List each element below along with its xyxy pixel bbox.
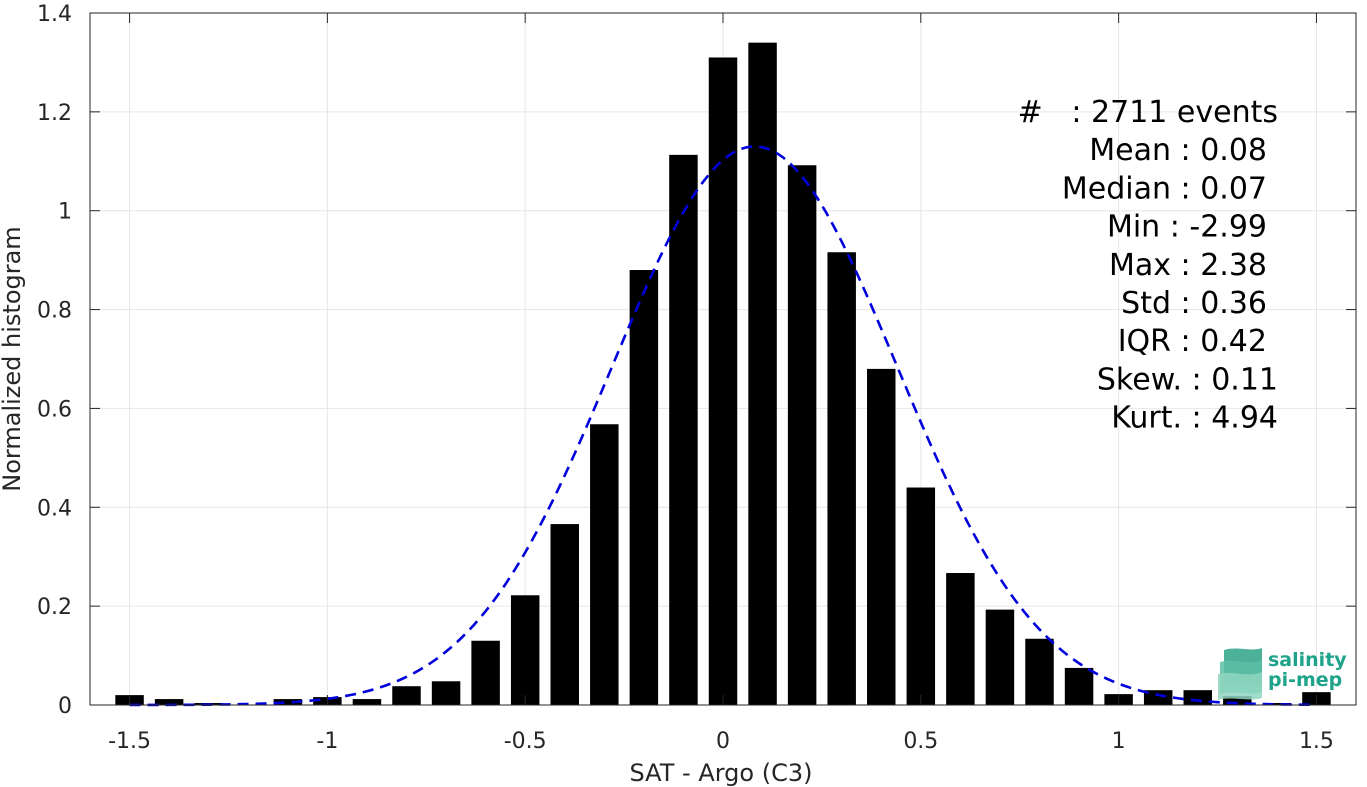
y-tick-label-6: 1.2 [37,101,72,126]
y-tick-label-4: 0.8 [37,299,72,324]
stat-line-6: IQR : 0.42 [1118,324,1267,359]
y-tick-labels: 0 0.2 0.4 0.6 0.8 1 1.2 1.4 [37,2,72,719]
stat-line-3: Min : -2.99 [1107,210,1267,245]
y-axis-label: Normalized histogram [0,226,26,491]
histogram-bar-29 [1262,703,1292,705]
histogram-bar-26 [1143,690,1173,705]
histogram-bar-9 [471,640,500,705]
y-tick-label-1: 0.2 [37,595,72,620]
histogram-bar-15 [708,57,738,705]
histogram-bar-10 [510,595,540,705]
stat-line-4: Max : 2.38 [1109,248,1267,283]
histogram-bar-19 [867,368,896,705]
histogram-bar-18 [827,252,856,705]
y-tick-label-2: 0.4 [37,496,72,521]
y-tick-label-0: 0 [58,694,72,719]
histogram-bar-17 [787,165,817,706]
histogram-bar-14 [669,154,698,706]
histogram-bar-13 [629,270,659,705]
x-tick-labels: -1.5 -1 -0.5 0 0.5 1 1.5 [108,729,1334,754]
histogram-bar-12 [590,424,619,705]
salinity-pi-mep-logo: salinity pi-mep [1218,648,1347,700]
stat-line-1: Mean : 0.08 [1089,133,1267,168]
x-tick-label-1: -1 [316,729,338,754]
histogram-bar-20 [906,487,936,705]
histogram-bar-11 [550,524,579,705]
histogram-bar-23 [1025,638,1054,705]
logo-text-line1: salinity [1268,649,1347,671]
histogram-bar-4 [273,699,303,705]
histogram-bar-1 [154,699,184,705]
x-tick-label-5: 1 [1112,729,1126,754]
histogram-bar-21 [946,573,975,705]
stat-line-7: Skew. : 0.11 [1097,362,1278,397]
x-tick-label-3: 0 [716,729,730,754]
axis-ticks [90,12,1356,706]
x-tick-label-6: 1.5 [1299,729,1334,754]
histogram-bar-7 [392,686,421,705]
histogram-bar-28 [1223,696,1252,705]
y-tick-label-3: 0.6 [37,397,72,422]
histogram-bar-6 [352,699,382,705]
stat-line-8: Kurt. : 4.94 [1111,401,1278,436]
x-tick-label-0: -1.5 [108,729,151,754]
x-tick-label-2: -0.5 [504,729,547,754]
logo-wave-icon [1218,648,1262,700]
stat-line-5: Std : 0.36 [1121,286,1267,321]
y-tick-label-7: 1.4 [37,2,72,27]
histogram-bars [115,42,1331,706]
stat-line-2: Median : 0.07 [1062,171,1267,206]
histogram-bar-8 [431,681,461,705]
y-tick-label-5: 1 [58,200,72,225]
histogram-bar-27 [1183,690,1212,705]
histogram-bar-16 [748,42,777,705]
histogram-bar-24 [1064,667,1094,705]
histogram-bar-22 [985,609,1015,705]
x-tick-label-4: 0.5 [903,729,938,754]
x-axis-label: SAT - Argo (C3) [630,759,813,787]
logo-text-line2: pi-mep [1268,669,1342,691]
stat-line-0: # : 2711 events [1018,95,1278,130]
